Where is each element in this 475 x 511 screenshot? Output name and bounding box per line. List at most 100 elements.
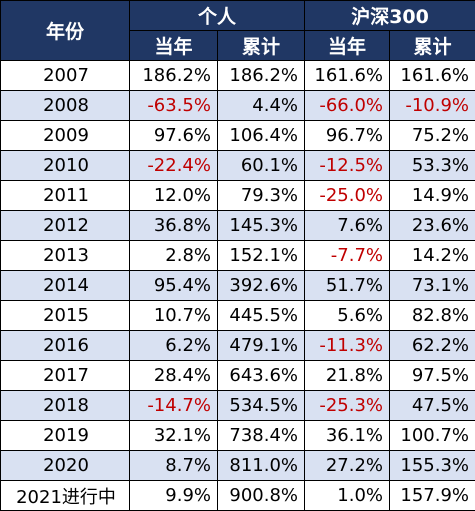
- table-row: 2021进行中 9.9% 900.8% 1.0% 157.9%: [0, 480, 475, 511]
- year-cell: 2013: [0, 240, 130, 271]
- year-cell: 2021进行中: [0, 480, 130, 511]
- csi300-cumulative-cell: 155.3%: [389, 450, 475, 481]
- individual-cumulative-cell: 152.1%: [216, 240, 306, 271]
- individual-annual-cell: -14.7%: [129, 390, 218, 421]
- csi300-cumulative-header: 累计: [389, 30, 475, 61]
- individual-cumulative-cell: 145.3%: [216, 210, 306, 241]
- individual-cumulative-cell: 479.1%: [216, 330, 306, 361]
- csi300-annual-cell: -66.0%: [304, 90, 391, 121]
- csi300-cumulative-cell: 157.9%: [389, 480, 475, 511]
- csi300-annual-cell: -25.3%: [304, 390, 391, 421]
- individual-annual-cell: 2.8%: [129, 240, 218, 271]
- individual-annual-cell: -22.4%: [129, 150, 218, 181]
- individual-annual-cell: 95.4%: [129, 270, 218, 301]
- csi300-annual-cell: -25.0%: [304, 180, 391, 211]
- table-row: 2011 12.0% 79.3% -25.0% 14.9%: [0, 180, 475, 211]
- table-row: 2010 -22.4% 60.1% -12.5% 53.3%: [0, 150, 475, 181]
- csi300-annual-cell: 1.0%: [304, 480, 391, 511]
- table-row: 2016 6.2% 479.1% -11.3% 62.2%: [0, 330, 475, 361]
- individual-annual-cell: 36.8%: [129, 210, 218, 241]
- individual-cumulative-cell: 738.4%: [216, 420, 306, 451]
- year-cell: 2009: [0, 120, 130, 151]
- csi300-cumulative-cell: 82.8%: [389, 300, 475, 331]
- year-cell: 2017: [0, 360, 130, 391]
- year-cell: 2015: [0, 300, 130, 331]
- individual-annual-cell: 97.6%: [129, 120, 218, 151]
- individual-cumulative-cell: 392.6%: [216, 270, 306, 301]
- individual-annual-cell: 32.1%: [129, 420, 218, 451]
- year-cell: 2016: [0, 330, 130, 361]
- individual-cumulative-cell: 186.2%: [216, 60, 306, 91]
- individual-cumulative-cell: 900.8%: [216, 480, 306, 511]
- table-body: 2007 186.2% 186.2% 161.6% 161.6% 2008 -63.5% 4.…: [0, 60, 475, 511]
- individual-cumulative-cell: 106.4%: [216, 120, 306, 151]
- header-row-subcolumns: 当年 累计 当年 累计: [1, 30, 475, 61]
- individual-cumulative-cell: 811.0%: [216, 450, 306, 481]
- table-row: 2015 10.7% 445.5% 5.6% 82.8%: [0, 300, 475, 331]
- table-header: 年份 个人 沪深300 当年 累计 当年 累计: [0, 0, 475, 61]
- header-row-groups: 年份 个人 沪深300: [0, 0, 475, 61]
- individual-cumulative-cell: 643.6%: [216, 360, 306, 391]
- individual-cumulative-cell: 534.5%: [216, 390, 306, 421]
- table-row: 2017 28.4% 643.6% 21.8% 97.5%: [0, 360, 475, 391]
- csi300-annual-cell: 51.7%: [304, 270, 391, 301]
- year-cell: 2008: [0, 90, 130, 121]
- individual-annual-cell: 9.9%: [129, 480, 218, 511]
- csi300-group-header: 沪深300: [304, 0, 475, 31]
- year-cell: 2010: [0, 150, 130, 181]
- csi300-cumulative-cell: -10.9%: [389, 90, 475, 121]
- table-row: 2018 -14.7% 534.5% -25.3% 47.5%: [0, 390, 475, 421]
- individual-annual-cell: 12.0%: [129, 180, 218, 211]
- individual-annual-cell: 186.2%: [129, 60, 218, 91]
- year-cell: 2007: [0, 60, 130, 91]
- individual-cumulative-cell: 60.1%: [216, 150, 306, 181]
- csi300-annual-cell: 161.6%: [304, 60, 391, 91]
- csi300-cumulative-cell: 53.3%: [389, 150, 475, 181]
- csi300-cumulative-cell: 161.6%: [389, 60, 475, 91]
- individual-cumulative-cell: 79.3%: [216, 180, 306, 211]
- year-column-header: 年份: [0, 0, 130, 61]
- csi300-cumulative-cell: 62.2%: [389, 330, 475, 361]
- csi300-annual-cell: 36.1%: [304, 420, 391, 451]
- individual-cumulative-cell: 4.4%: [216, 90, 306, 121]
- csi300-annual-cell: 7.6%: [304, 210, 391, 241]
- csi300-cumulative-cell: 14.9%: [389, 180, 475, 211]
- csi300-annual-cell: 5.6%: [304, 300, 391, 331]
- table-row: 2013 2.8% 152.1% -7.7% 14.2%: [0, 240, 475, 271]
- individual-cumulative-cell: 445.5%: [216, 300, 306, 331]
- individual-annual-cell: -63.5%: [129, 90, 218, 121]
- csi300-cumulative-cell: 47.5%: [389, 390, 475, 421]
- individual-annual-cell: 28.4%: [129, 360, 218, 391]
- csi300-annual-cell: 96.7%: [304, 120, 391, 151]
- year-cell: 2012: [0, 210, 130, 241]
- individual-annual-cell: 10.7%: [129, 300, 218, 331]
- table-row: 2007 186.2% 186.2% 161.6% 161.6%: [0, 60, 475, 91]
- individual-group-header: 个人: [128, 0, 306, 31]
- csi300-cumulative-cell: 73.1%: [389, 270, 475, 301]
- year-cell: 2011: [0, 180, 130, 211]
- year-cell: 2019: [0, 420, 130, 451]
- individual-cumulative-header: 累计: [216, 30, 306, 61]
- csi300-cumulative-cell: 97.5%: [389, 360, 475, 391]
- csi300-cumulative-cell: 75.2%: [389, 120, 475, 151]
- csi300-annual-cell: -12.5%: [304, 150, 391, 181]
- year-cell: 2014: [0, 270, 130, 301]
- csi300-annual-cell: 21.8%: [304, 360, 391, 391]
- csi300-annual-cell: 27.2%: [304, 450, 391, 481]
- csi300-cumulative-cell: 23.6%: [389, 210, 475, 241]
- csi300-cumulative-cell: 100.7%: [389, 420, 475, 451]
- table-row: 2020 8.7% 811.0% 27.2% 155.3%: [0, 450, 475, 481]
- individual-annual-header: 当年: [129, 30, 218, 61]
- table-row: 2014 95.4% 392.6% 51.7% 73.1%: [0, 270, 475, 301]
- csi300-annual-header: 当年: [304, 30, 391, 61]
- year-cell: 2018: [0, 390, 130, 421]
- year-cell: 2020: [0, 450, 130, 481]
- individual-annual-cell: 6.2%: [129, 330, 218, 361]
- csi300-annual-cell: -7.7%: [304, 240, 391, 271]
- csi300-annual-cell: -11.3%: [304, 330, 391, 361]
- individual-annual-cell: 8.7%: [129, 450, 218, 481]
- table-row: 2009 97.6% 106.4% 96.7% 75.2%: [0, 120, 475, 151]
- csi300-cumulative-cell: 14.2%: [389, 240, 475, 271]
- table-row: 2012 36.8% 145.3% 7.6% 23.6%: [0, 210, 475, 241]
